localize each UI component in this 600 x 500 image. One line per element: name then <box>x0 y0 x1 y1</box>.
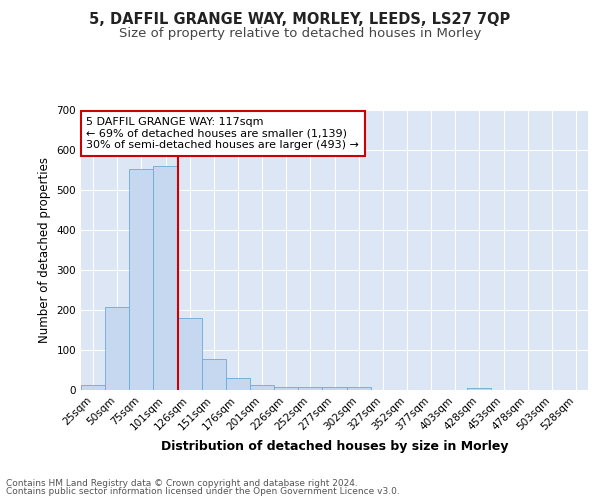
Text: 5 DAFFIL GRANGE WAY: 117sqm
← 69% of detached houses are smaller (1,139)
30% of : 5 DAFFIL GRANGE WAY: 117sqm ← 69% of det… <box>86 117 359 150</box>
Bar <box>178 318 202 390</box>
Bar <box>274 387 298 390</box>
Bar <box>322 387 347 390</box>
Bar <box>129 169 154 390</box>
Y-axis label: Number of detached properties: Number of detached properties <box>38 157 51 343</box>
Text: Contains HM Land Registry data © Crown copyright and database right 2024.: Contains HM Land Registry data © Crown c… <box>6 478 358 488</box>
Bar <box>226 378 250 390</box>
Bar <box>347 387 371 390</box>
Bar <box>298 387 322 390</box>
Bar <box>467 388 491 390</box>
Text: 5, DAFFIL GRANGE WAY, MORLEY, LEEDS, LS27 7QP: 5, DAFFIL GRANGE WAY, MORLEY, LEEDS, LS2… <box>89 12 511 28</box>
Bar <box>154 166 178 390</box>
Bar <box>81 385 105 390</box>
Bar <box>202 359 226 390</box>
Text: Size of property relative to detached houses in Morley: Size of property relative to detached ho… <box>119 28 481 40</box>
Bar <box>105 307 129 390</box>
X-axis label: Distribution of detached houses by size in Morley: Distribution of detached houses by size … <box>161 440 508 453</box>
Bar <box>250 385 274 390</box>
Text: Contains public sector information licensed under the Open Government Licence v3: Contains public sector information licen… <box>6 487 400 496</box>
